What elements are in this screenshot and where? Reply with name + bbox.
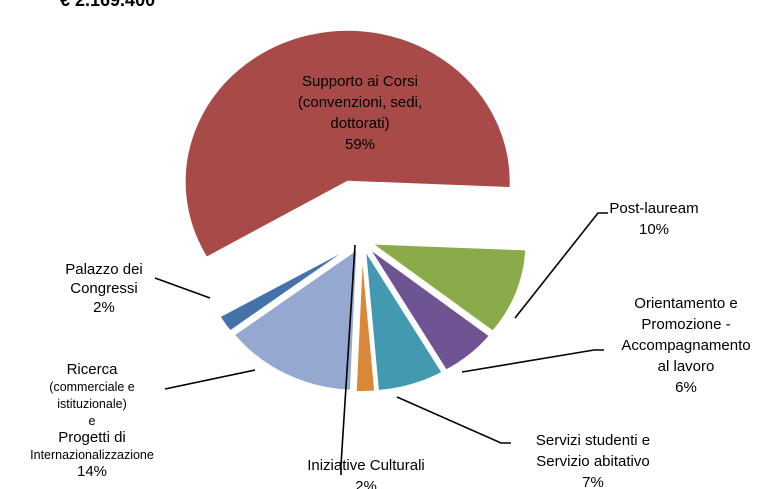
slice-label-line: al lavoro <box>658 358 715 375</box>
slice-percent-6: 2% <box>93 299 115 316</box>
slice-percent-1: 10% <box>639 221 669 238</box>
slice-label-line: Servizio abitativo <box>536 453 649 470</box>
total-amount: € 2.169.400 <box>60 0 155 10</box>
slice-label-6: Palazzo dei Congressi 2% <box>65 261 143 316</box>
pie-slice-6 <box>218 244 355 333</box>
slice-label-line: Supporto ai Corsi <box>302 73 418 90</box>
leader-lines <box>154 212 608 475</box>
leader-line-4 <box>340 244 356 475</box>
slice-label-5: Ricerca (commerciale e istituzionale) e Prog… <box>30 361 154 480</box>
pie-slices <box>183 28 528 393</box>
slice-label-1: Post-lauream 10% <box>609 200 698 238</box>
slice-percent-5: 14% <box>77 463 107 480</box>
pie-slice-5 <box>232 246 359 392</box>
leader-line-5 <box>164 369 256 390</box>
slice-label-line: Iniziative Culturali <box>307 457 425 474</box>
pie-slice-3 <box>363 249 444 393</box>
slice-labels: Supporto ai Corsi (convenzioni, sedi, dott… <box>30 73 750 489</box>
pie-slice-1 <box>368 242 528 334</box>
slice-label-3: Servizi studenti e Servizio abitativo 7% <box>536 432 650 489</box>
slice-percent-4: 2% <box>355 478 377 489</box>
slice-label-line: Promozione - <box>641 316 730 333</box>
pie-slice-0 <box>183 28 512 260</box>
slice-label-line: Congressi <box>70 280 138 297</box>
slice-label-4: Iniziative Culturali 2% <box>307 457 425 489</box>
slice-label-line: Progetti di <box>58 429 126 446</box>
pie-slice-4 <box>354 249 377 393</box>
slice-label-0: Supporto ai Corsi (convenzioni, sedi, dott… <box>298 73 422 153</box>
slice-label-line: Orientamento e <box>634 295 737 312</box>
slice-label-line: (commerciale e <box>49 380 134 394</box>
slice-label-line: Palazzo dei <box>65 261 143 278</box>
slice-label-line: Accompagnamento <box>621 337 750 354</box>
slice-label-line: Post-lauream <box>609 200 698 217</box>
slice-label-line: e <box>89 414 96 428</box>
slice-label-2: Orientamento e Promozione - Accompagnament… <box>621 295 750 396</box>
slice-percent-3: 7% <box>582 474 604 489</box>
slice-label-line: dottorati) <box>330 115 389 132</box>
slice-label-line: Servizi studenti e <box>536 432 650 449</box>
slice-percent-2: 6% <box>675 379 697 396</box>
leader-line-2 <box>461 349 604 373</box>
slice-label-line: Internazionalizzazione <box>30 448 154 462</box>
pie-slice-2 <box>367 246 492 372</box>
slice-label-line: istituzionale) <box>57 397 126 411</box>
slice-label-line: (convenzioni, sedi, <box>298 94 422 111</box>
slice-percent-0: 59% <box>345 136 375 153</box>
leader-line-1 <box>514 212 608 319</box>
slice-label-line: Ricerca <box>67 361 119 378</box>
leader-line-6 <box>154 277 211 299</box>
leader-line-3 <box>396 396 511 444</box>
